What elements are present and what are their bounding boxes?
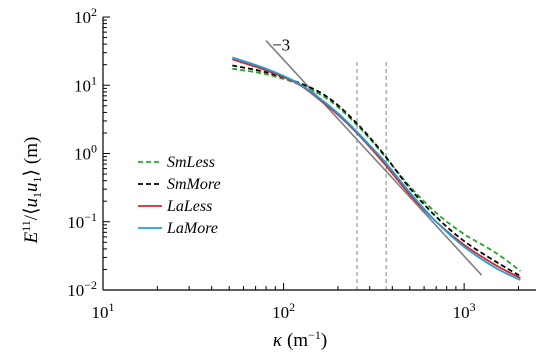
y-tick-label: 10−2 [67, 278, 97, 300]
x-tick-label: 102 [272, 300, 295, 322]
vertical-reference-lines [356, 62, 387, 290]
y-tick-label: 10−1 [67, 210, 97, 232]
series-lines [232, 56, 521, 281]
series-line-laless [232, 58, 521, 279]
y-tick-label: 101 [74, 73, 97, 95]
slope-reference-line [265, 40, 483, 276]
x-axis-title: κ (m−1) [273, 328, 327, 351]
legend: SmLess SmMore LaLess LaMore [138, 154, 221, 237]
axes [102, 16, 536, 291]
slope-label: −3 [272, 36, 290, 55]
legend-label-smmore: SmMore [167, 176, 221, 193]
legend-label-laless: LaLess [166, 198, 212, 215]
tick-labels: 10−2 10−1 100 101 102 101 102 103 [67, 5, 475, 322]
series-line-smmore [232, 64, 521, 277]
y-tick-label: 102 [74, 5, 97, 27]
y-tick-label: 100 [74, 142, 97, 164]
slope-line [265, 40, 483, 276]
x-tick-label: 103 [453, 300, 476, 322]
legend-label-lamore: LaMore [166, 220, 218, 237]
series-line-lamore [232, 56, 521, 281]
y-axis-title: E11/⟨u1u1⟩(m) [19, 137, 44, 245]
legend-label-smless: SmLess [167, 154, 215, 171]
x-tick-label: 101 [92, 300, 115, 322]
series-line-smless [232, 67, 521, 272]
